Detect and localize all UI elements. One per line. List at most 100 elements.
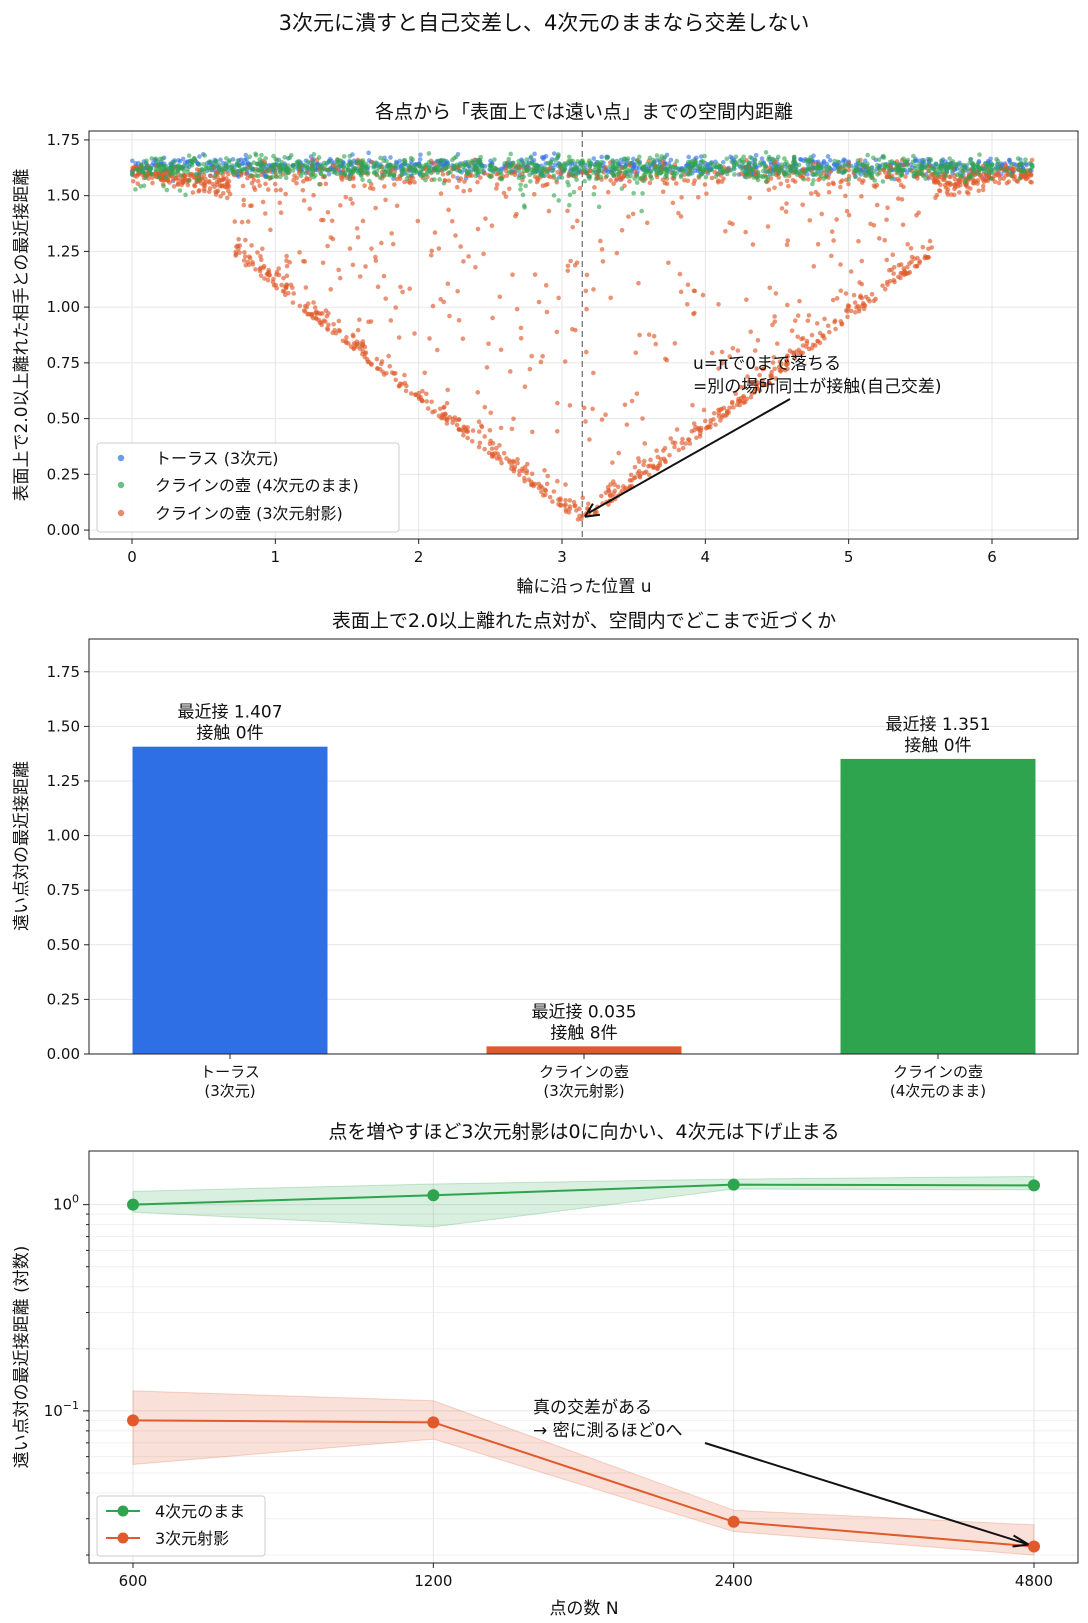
klein3d-point xyxy=(477,175,483,180)
klein3d-point xyxy=(846,212,852,218)
klein3d-point xyxy=(486,341,491,347)
klein3d-point xyxy=(394,203,400,209)
bar-value-label: 最近接 1.407 xyxy=(177,703,282,723)
klein4d-point xyxy=(570,167,575,173)
klein4d-point xyxy=(526,161,531,166)
klein4d-point xyxy=(888,166,894,172)
klein3d-point xyxy=(975,181,980,186)
klein3d-point xyxy=(497,294,503,300)
klein4d-point xyxy=(516,168,522,174)
klein3d-point xyxy=(190,172,195,177)
klein3d-point xyxy=(484,365,490,370)
klein4d-point xyxy=(347,153,353,159)
klein4d-point xyxy=(785,167,790,173)
klein3d-point xyxy=(571,499,577,505)
klein3d-point xyxy=(242,250,247,255)
klein3d-point xyxy=(499,460,504,466)
klein4d-point xyxy=(192,156,197,161)
klein4d-point xyxy=(439,157,444,163)
klein3d-point xyxy=(898,182,904,188)
klein4d-point xyxy=(752,157,758,162)
klein4d-point xyxy=(586,174,592,180)
klein3d-point xyxy=(695,194,701,200)
klein4d-point xyxy=(983,160,988,166)
bar-category-ticks: トーラス(3次元)クラインの壺(3次元射影)クラインの壺(4次元のまま) xyxy=(200,1054,986,1100)
klein4d-point xyxy=(203,166,209,171)
klein3d-point xyxy=(536,481,542,487)
klein3d-point xyxy=(735,348,741,353)
klein4d-point xyxy=(1003,167,1009,172)
klein4d-point xyxy=(277,174,283,180)
klein3d-point xyxy=(754,366,759,371)
scatter-plot-frame xyxy=(88,130,1079,540)
klein3d-point xyxy=(446,207,451,213)
klein4d-point xyxy=(262,162,267,167)
klein4d-point xyxy=(576,171,581,176)
klein3d-point xyxy=(489,446,495,451)
klein3d-point xyxy=(454,422,460,428)
klein4d-point xyxy=(426,160,432,165)
klein3d-point xyxy=(262,276,267,281)
klein3d-point xyxy=(627,179,632,184)
annotation-line-2: → 密に測るほど0へ xyxy=(533,1421,682,1441)
klein4d-point xyxy=(648,173,653,179)
klein3d-point xyxy=(462,425,468,430)
klein4d-point xyxy=(832,158,838,164)
klein3d-point xyxy=(580,513,586,518)
klein4d-point xyxy=(575,159,581,164)
klein4d-point xyxy=(476,166,481,171)
klein4d-point xyxy=(910,159,916,165)
category-label: クラインの壺 xyxy=(539,1063,629,1081)
klein3d-point xyxy=(980,187,986,193)
klein3d-point xyxy=(738,384,743,390)
klein3d-point xyxy=(237,250,242,256)
klein3d-point xyxy=(373,258,379,263)
klein4d-point xyxy=(574,167,579,172)
klein4d-point xyxy=(446,170,452,175)
klein3d-point xyxy=(419,398,425,404)
klein3d-point xyxy=(444,421,450,426)
klein3d-point xyxy=(672,341,678,346)
klein3d-point xyxy=(777,359,783,365)
klein3d-point xyxy=(898,270,904,276)
klein4d-point xyxy=(859,162,865,168)
klein4d-point xyxy=(502,161,507,166)
klein4d-point xyxy=(788,166,794,172)
series-line xyxy=(132,1183,1035,1206)
klein3d-point xyxy=(853,310,858,315)
klein3d-point xyxy=(465,435,470,441)
klein3d-point xyxy=(784,362,789,368)
klein3d-point xyxy=(348,344,354,350)
klein3d-point xyxy=(524,470,529,476)
bar-value-label: 最近接 0.035 xyxy=(531,1002,636,1022)
klein4d-point xyxy=(290,163,296,168)
klein3d-point xyxy=(603,412,608,417)
klein3d-point xyxy=(277,200,283,206)
klein3d-point xyxy=(558,497,563,503)
klein3d-point xyxy=(542,487,548,493)
klein3d-point xyxy=(467,187,473,193)
x-tick-label: 1200 xyxy=(414,1572,452,1590)
x-tick-label: 5 xyxy=(844,548,854,566)
klein3d-point xyxy=(555,478,560,484)
klein3d-point xyxy=(450,416,455,422)
klein3d-point xyxy=(815,338,821,344)
klein3d-point xyxy=(255,178,261,184)
klein4d-point xyxy=(751,175,757,180)
klein4d-point xyxy=(713,174,719,179)
klein4d-point xyxy=(355,159,360,164)
annotation-line-1: 真の交差がある xyxy=(533,1398,652,1418)
klein3d-point xyxy=(796,352,802,357)
klein4d-point xyxy=(559,163,565,168)
klein3d-point xyxy=(646,332,652,337)
klein4d-point xyxy=(279,160,285,165)
klein4d-point xyxy=(988,176,994,181)
klein3d-point xyxy=(678,289,684,295)
klein3d-point xyxy=(701,407,707,413)
klein3d-point xyxy=(608,178,613,183)
klein3d-point xyxy=(297,250,302,255)
bar-count-label: 接触 8件 xyxy=(550,1023,617,1043)
klein4d-point xyxy=(926,168,932,174)
category-label: クラインの壺 xyxy=(893,1063,983,1081)
